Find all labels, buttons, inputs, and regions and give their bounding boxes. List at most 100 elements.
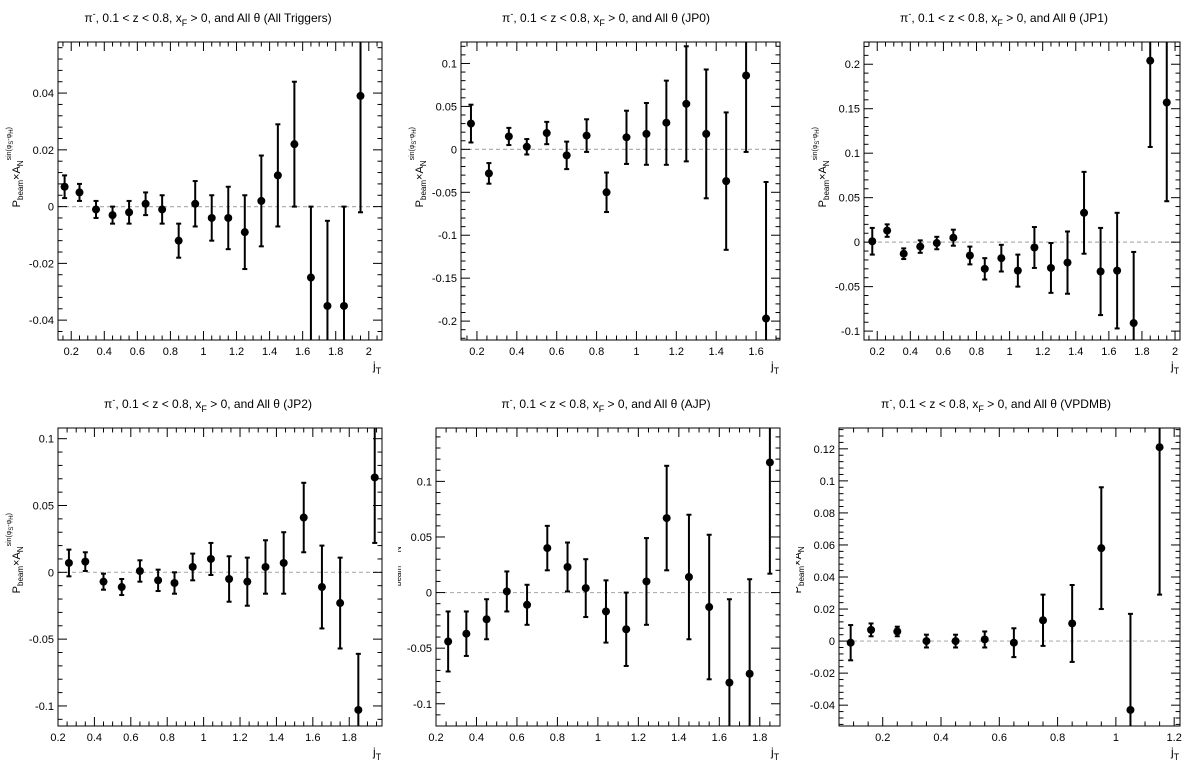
data-point	[1046, 263, 1055, 272]
data-point	[1162, 98, 1171, 107]
data-series	[846, 428, 1164, 726]
data-point	[702, 129, 711, 138]
data-point	[932, 239, 941, 248]
data-point	[949, 233, 958, 242]
data-point	[980, 264, 989, 273]
x-tick-label: 0.8	[589, 346, 604, 358]
y-tick-label: 0.06	[814, 540, 835, 552]
x-tick-label: 1	[201, 732, 207, 744]
x-tick-label: 0.8	[163, 346, 178, 358]
data-point	[141, 199, 150, 208]
plot-frame	[863, 41, 1181, 341]
data-point	[299, 513, 308, 522]
y-tick-label: -0.1	[841, 326, 860, 338]
y-tick-label: -0.1	[35, 701, 54, 713]
x-tick-label: 1	[595, 732, 601, 744]
x-tick-label: 0.8	[160, 732, 175, 744]
data-point	[317, 583, 326, 592]
x-tick-label: 0.2	[428, 732, 443, 744]
data-point	[243, 577, 252, 586]
chart-panel-vpdmb: π-, 0.1 < z < 0.8, xF > 0, and All θ (VP…	[796, 395, 1182, 762]
data-point	[922, 637, 931, 646]
x-axis-label: jT	[372, 359, 382, 376]
x-tick-label: 0.4	[87, 732, 102, 744]
x-tick-label: 0.2	[469, 346, 484, 358]
x-tick-label: 2	[366, 346, 372, 358]
x-tick-label: 0.6	[549, 346, 564, 358]
y-tick-label: -0.2	[438, 316, 457, 328]
data-point	[1063, 258, 1072, 267]
y-tick-label: 0	[451, 144, 457, 156]
data-point	[581, 584, 590, 593]
data-point	[1146, 56, 1155, 65]
data-point	[1030, 243, 1039, 252]
x-tick-label: 0.4	[509, 346, 524, 358]
y-tick-label: -0.1	[438, 230, 457, 242]
y-tick-label: 0.02	[814, 604, 835, 616]
data-point	[279, 558, 288, 567]
y-tick-label: -0.02	[29, 258, 54, 270]
data-point	[108, 211, 117, 220]
x-tick-label: 1	[633, 346, 639, 358]
data-point	[207, 213, 216, 222]
data-point	[522, 142, 531, 151]
y-tick-label: 0.12	[814, 444, 835, 456]
x-tick-label: 0.8	[550, 732, 565, 744]
plot-frame	[460, 41, 781, 341]
data-point	[117, 583, 126, 592]
data-point	[642, 577, 651, 586]
data-point	[601, 607, 610, 616]
x-tick-label: 0.6	[123, 732, 138, 744]
y-tick-label: -0.05	[407, 643, 432, 655]
data-point	[868, 237, 877, 246]
data-point	[543, 544, 552, 553]
x-tick-label: 1	[1113, 732, 1119, 744]
data-point	[523, 600, 532, 609]
data-point	[725, 678, 734, 687]
x-tick-label: 1.8	[342, 732, 357, 744]
data-point	[504, 132, 513, 141]
data-point	[622, 133, 631, 142]
data-point	[867, 625, 876, 634]
y-tick-label: -0.02	[810, 668, 835, 680]
y-tick-label: 0.1	[417, 476, 432, 488]
x-tick-label: 1.2	[229, 346, 244, 358]
y-tick-label: -0.05	[835, 282, 860, 294]
data-point	[762, 314, 771, 323]
y-tick-label: -0.05	[432, 187, 457, 199]
data-point	[323, 301, 332, 310]
data-point	[899, 249, 908, 258]
x-tick-label: 1.4	[671, 732, 686, 744]
y-tick-label: 0.04	[814, 572, 835, 584]
data-point	[354, 705, 363, 714]
x-tick-label: 1.4	[262, 346, 277, 358]
data-point	[722, 177, 731, 186]
data-point	[370, 473, 379, 482]
data-point	[261, 562, 270, 571]
data-point	[1013, 266, 1022, 275]
data-point	[1080, 208, 1089, 217]
data-point	[81, 557, 90, 566]
data-point	[642, 129, 651, 138]
chart-title: π-, 0.1 < z < 0.8, xF > 0, and All θ (JP…	[900, 9, 1108, 28]
x-tick-label: 1	[1007, 346, 1013, 358]
data-point	[563, 562, 572, 571]
y-tick-label: 0.05	[411, 532, 432, 544]
data-point	[980, 635, 989, 644]
data-point	[188, 562, 197, 571]
data-point	[502, 587, 511, 596]
data-series	[444, 428, 774, 726]
x-tick-label: 0.6	[130, 346, 145, 358]
data-point	[484, 169, 493, 178]
y-tick-label: -0.05	[29, 634, 54, 646]
data-series	[868, 42, 1171, 340]
data-series	[466, 42, 771, 340]
y-tick-label: 0.1	[442, 58, 457, 70]
x-axis-label: jT	[770, 359, 780, 376]
x-tick-label: 0.4	[469, 732, 484, 744]
y-tick-label: 0	[426, 588, 432, 600]
x-tick-label: 0.2	[64, 346, 79, 358]
data-point	[951, 637, 960, 646]
data-point	[462, 629, 471, 638]
